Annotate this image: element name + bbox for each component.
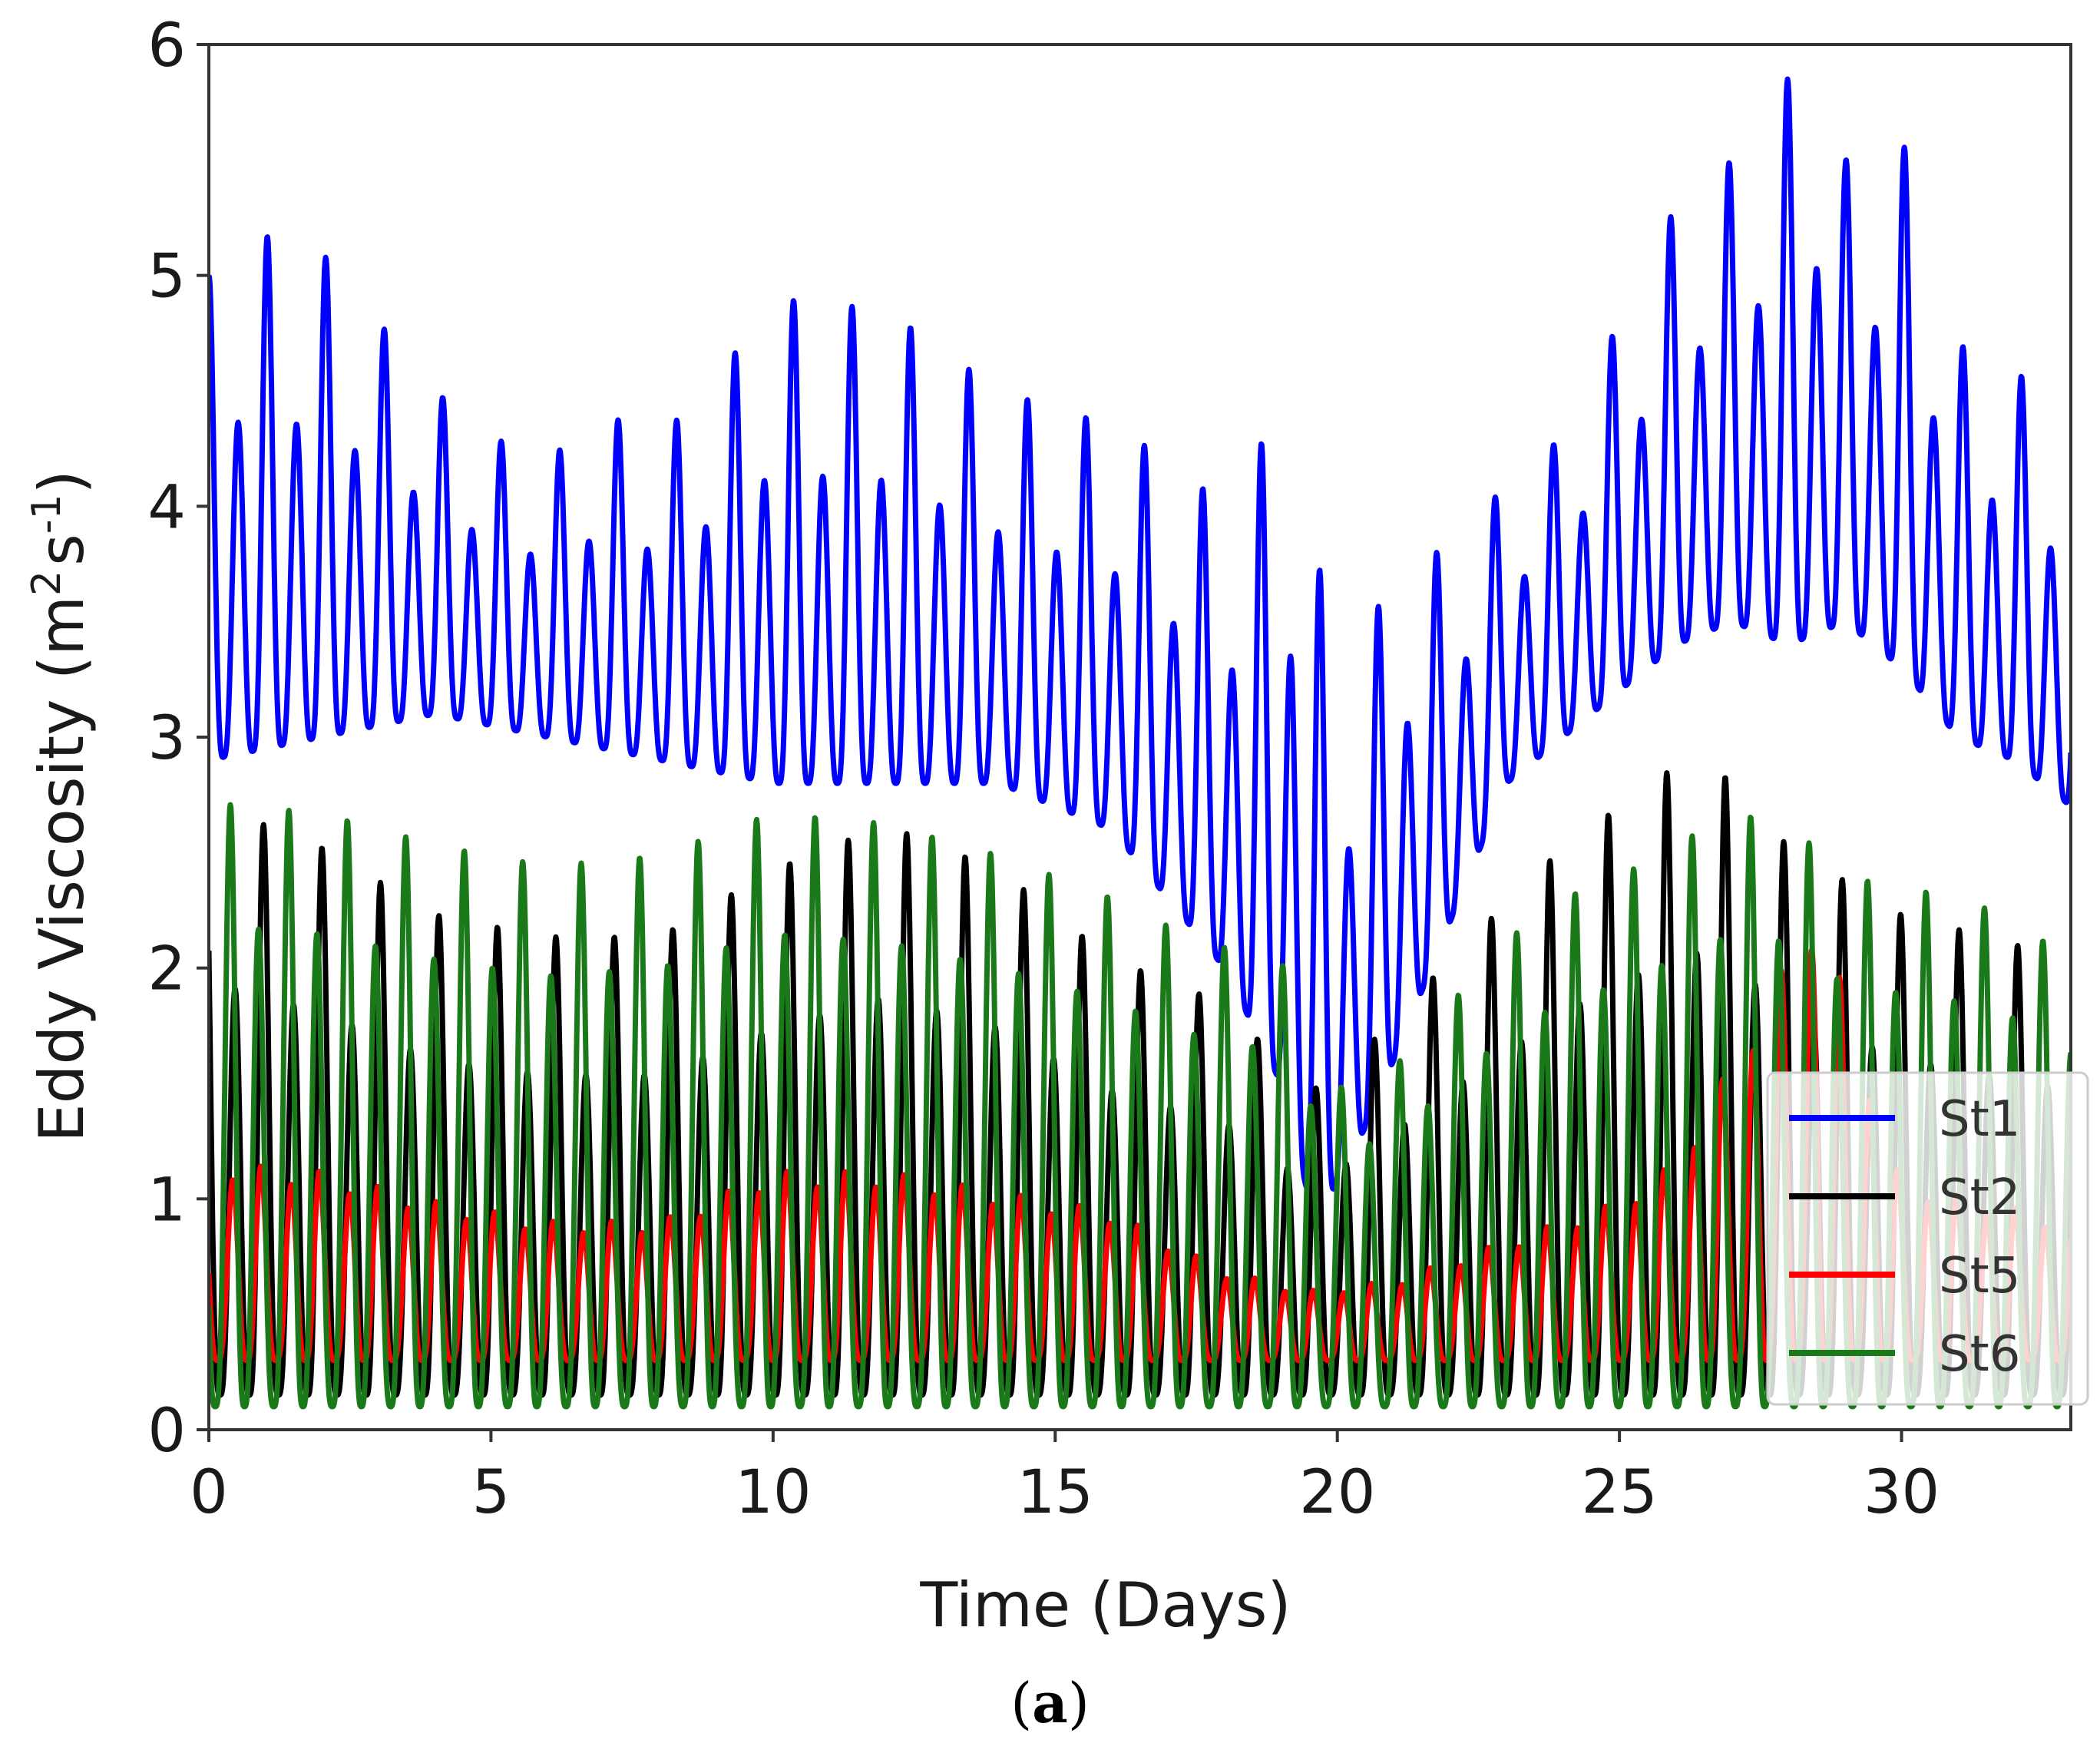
y-tick-label: 3 [147, 704, 186, 773]
y-tick-label: 0 [147, 1397, 186, 1466]
caption-close: ) [1067, 1671, 1090, 1735]
legend-label-st5: St5 [1939, 1248, 2020, 1305]
x-tick-label: 10 [735, 1458, 811, 1527]
x-tick-label: 30 [1864, 1458, 1940, 1527]
plot-area [209, 76, 2071, 1410]
x-tick-label: 5 [472, 1458, 511, 1527]
x-tick-label: 0 [190, 1458, 228, 1527]
caption-open: ( [1010, 1671, 1033, 1735]
x-tick-label: 20 [1299, 1458, 1375, 1527]
y-axis-label-main: Eddy Viscosity (m [26, 596, 98, 1143]
figure-caption: (a) [0, 1670, 2100, 1735]
legend-label-st6: St6 [1939, 1326, 2020, 1383]
legend-label-st1: St1 [1939, 1091, 2020, 1148]
y-axis-label-sup1: 2 [24, 571, 70, 596]
y-axis-label-close: ) [26, 470, 98, 494]
series-line-st1 [209, 76, 2071, 1192]
y-tick-label: 1 [147, 1166, 186, 1235]
y-axis-label-sup2: -1 [24, 494, 70, 534]
y-tick-label: 4 [147, 473, 186, 542]
y-tick-label: 6 [147, 12, 186, 81]
legend: St1 St2 St5 St6 [1766, 1071, 2089, 1406]
series-line-st6 [209, 802, 2071, 1410]
axis-ticks: 0 5 10 15 20 25 30 0 1 2 3 4 5 6 [147, 12, 1940, 1527]
legend-label-st2: St2 [1939, 1169, 2020, 1226]
legend-box [1766, 1071, 2089, 1406]
y-axis-label: Eddy Viscosity (m2 s-1) [24, 470, 98, 1143]
x-tick-label: 25 [1581, 1458, 1657, 1527]
y-tick-label: 5 [147, 243, 186, 312]
y-tick-label: 2 [147, 935, 186, 1004]
y-axis-label-mid: s [26, 534, 98, 566]
x-axis-label: Time (Days) [919, 1569, 1291, 1641]
caption-letter: a [1032, 1670, 1068, 1735]
x-tick-label: 15 [1017, 1458, 1093, 1527]
